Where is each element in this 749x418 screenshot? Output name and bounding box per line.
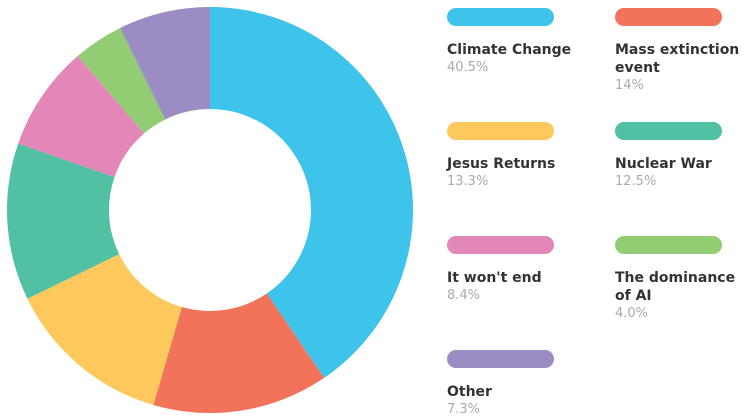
legend-swatch bbox=[615, 8, 722, 26]
legend-swatch bbox=[615, 122, 722, 140]
donut-slice bbox=[153, 293, 325, 413]
legend-label: It won't end bbox=[447, 270, 542, 286]
legend-value: 8.4% bbox=[447, 288, 481, 303]
legend-swatch bbox=[447, 236, 554, 254]
donut-slice bbox=[77, 27, 166, 134]
legend-item: Other 7.3% bbox=[447, 350, 607, 418]
legend-swatch bbox=[447, 8, 554, 26]
legend-item: Nuclear War 12.5% bbox=[615, 122, 743, 190]
legend-item: The dominance of AI 4.0% bbox=[615, 236, 743, 322]
legend-value: 7.3% bbox=[447, 402, 481, 417]
legend-swatch bbox=[447, 350, 554, 368]
legend-value: 40.5% bbox=[447, 60, 489, 75]
legend-label: Mass extinction event bbox=[615, 42, 740, 76]
legend-item: Mass extinction event 14% bbox=[615, 8, 743, 94]
legend-item: Jesus Returns 13.3% bbox=[447, 122, 607, 190]
legend-label: Nuclear War bbox=[615, 156, 712, 172]
legend-swatch bbox=[447, 122, 554, 140]
donut-chart bbox=[6, 7, 414, 413]
donut-slice bbox=[120, 7, 210, 120]
legend-value: 12.5% bbox=[615, 174, 657, 189]
legend-label: Jesus Returns bbox=[447, 156, 556, 172]
legend-value: 14% bbox=[615, 78, 644, 93]
legend-value: 4.0% bbox=[615, 306, 649, 321]
legend-label: Climate Change bbox=[447, 42, 572, 58]
donut-slice bbox=[27, 254, 182, 405]
legend-swatch bbox=[615, 236, 722, 254]
legend-label: Other bbox=[447, 384, 492, 400]
donut-slice bbox=[210, 7, 414, 378]
legend-item: Climate Change 40.5% bbox=[447, 8, 607, 76]
legend-item: It won't end 8.4% bbox=[447, 236, 607, 304]
donut-slice bbox=[18, 56, 145, 177]
donut-slice bbox=[6, 143, 120, 299]
legend-value: 13.3% bbox=[447, 174, 489, 189]
legend-label: The dominance of AI bbox=[615, 270, 736, 304]
